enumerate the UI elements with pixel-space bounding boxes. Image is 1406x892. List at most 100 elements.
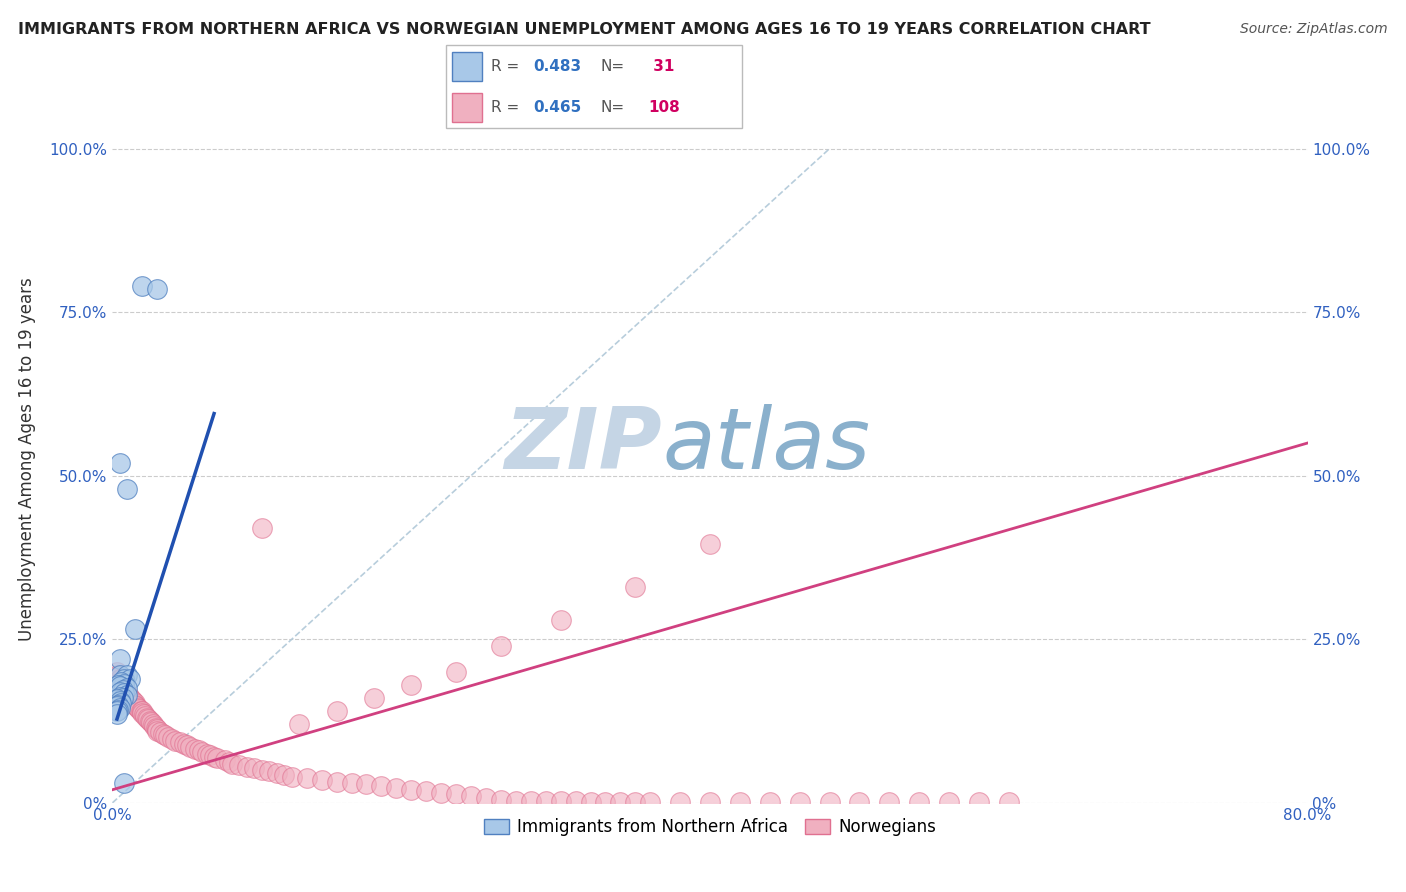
Point (146, 282, 169, 296)
Text: 0.483: 0.483 (534, 59, 582, 74)
Bar (451, 93, 482, 121)
Point (266, 766, 288, 780)
Point (107, 678, 129, 692)
Point (114, 682, 135, 697)
Point (236, 760, 259, 774)
Text: ZIP: ZIP (505, 404, 662, 487)
Point (114, 681, 135, 696)
Point (356, 777, 378, 791)
Point (141, 715, 163, 730)
Point (848, 795, 870, 809)
Point (134, 708, 156, 723)
Point (127, 701, 149, 715)
Point (153, 728, 176, 742)
Point (108, 672, 131, 686)
Point (370, 780, 392, 794)
Point (114, 776, 135, 790)
Y-axis label: Unemployment Among Ages 16 to 19 years: Unemployment Among Ages 16 to 19 years (18, 277, 35, 641)
Point (202, 750, 225, 764)
Point (998, 795, 1021, 809)
Point (728, 795, 751, 809)
Point (818, 795, 841, 809)
Point (311, 772, 333, 787)
Point (132, 707, 155, 722)
Point (595, 795, 617, 809)
Point (624, 580, 647, 594)
Point (325, 775, 347, 789)
FancyBboxPatch shape (446, 45, 742, 128)
Point (129, 704, 152, 718)
Point (475, 790, 498, 805)
Point (967, 795, 990, 809)
Point (108, 694, 131, 708)
Point (205, 751, 228, 765)
Point (115, 684, 138, 698)
Point (430, 786, 453, 800)
Point (125, 698, 148, 713)
Point (228, 757, 250, 772)
Text: 0.465: 0.465 (534, 100, 582, 115)
Point (295, 771, 318, 785)
Point (105, 707, 128, 722)
Point (325, 704, 347, 718)
Point (108, 701, 131, 715)
Point (669, 795, 692, 809)
Point (128, 702, 150, 716)
Point (624, 795, 647, 809)
Text: N=: N= (600, 59, 624, 74)
Point (162, 731, 183, 746)
Point (198, 747, 221, 762)
Point (143, 718, 166, 732)
Point (214, 753, 236, 767)
Point (534, 795, 557, 809)
Point (908, 795, 931, 809)
Text: N=: N= (600, 100, 624, 115)
Point (401, 678, 423, 692)
Point (218, 755, 240, 769)
Point (146, 722, 169, 736)
Point (938, 795, 960, 809)
Point (444, 665, 467, 679)
Point (124, 623, 146, 637)
Point (111, 691, 134, 706)
Point (114, 686, 135, 700)
Point (401, 782, 423, 797)
Point (105, 665, 128, 679)
Point (179, 740, 201, 755)
Point (108, 690, 131, 704)
Point (489, 639, 512, 653)
Point (183, 741, 205, 756)
Point (195, 747, 218, 761)
Point (385, 780, 408, 795)
Point (124, 697, 146, 711)
Point (108, 674, 131, 689)
Point (520, 794, 543, 808)
Point (363, 691, 385, 706)
Point (156, 731, 179, 745)
Text: 108: 108 (648, 100, 681, 115)
Point (609, 795, 631, 809)
Point (281, 770, 304, 784)
Text: 31: 31 (648, 59, 675, 74)
Point (169, 735, 191, 749)
Point (107, 698, 129, 712)
Point (149, 725, 172, 739)
Point (118, 689, 141, 703)
Point (759, 795, 782, 809)
Point (110, 678, 132, 692)
Point (460, 789, 482, 804)
Point (188, 743, 211, 757)
Point (120, 691, 142, 706)
Point (111, 683, 134, 698)
Point (108, 679, 131, 693)
Point (173, 737, 195, 751)
Point (105, 692, 128, 706)
Point (117, 688, 139, 702)
Point (444, 787, 467, 801)
Text: R =: R = (491, 100, 524, 115)
Point (288, 717, 311, 731)
Point (117, 686, 139, 700)
Point (124, 698, 146, 712)
Point (699, 795, 721, 809)
Point (105, 698, 128, 713)
